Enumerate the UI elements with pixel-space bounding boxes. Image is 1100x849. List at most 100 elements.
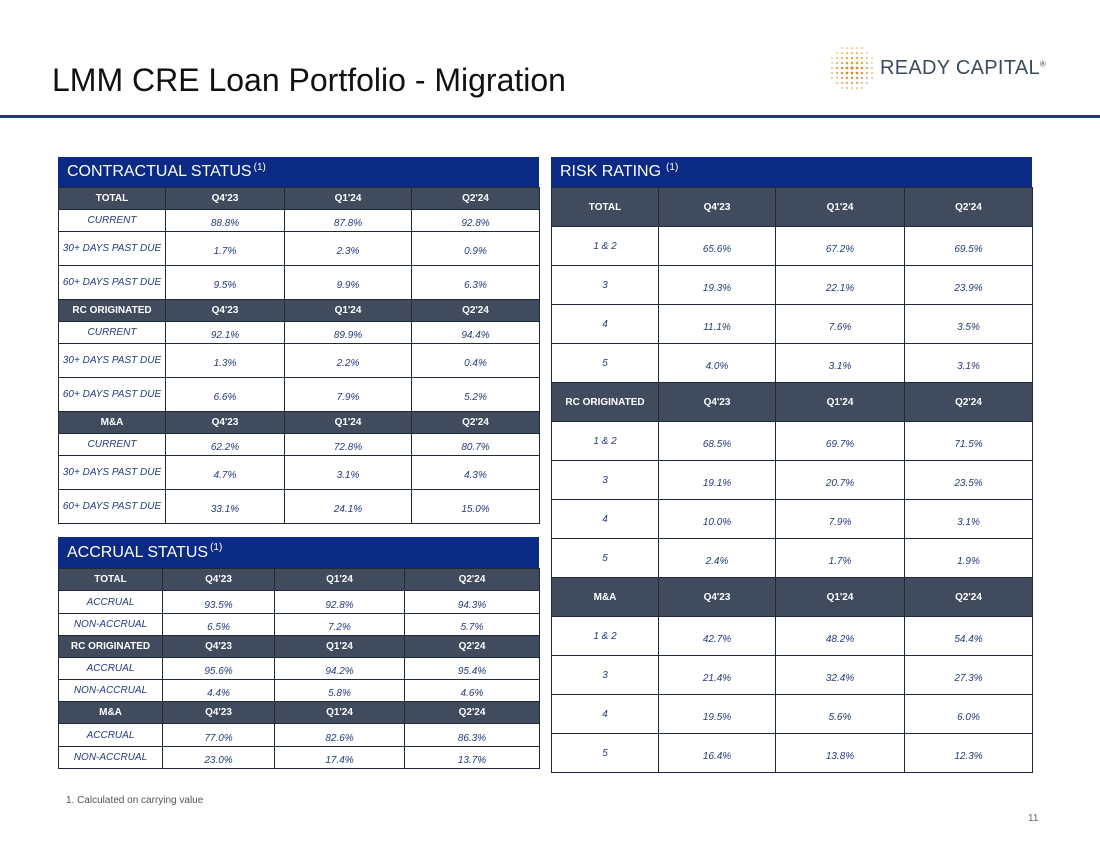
table-row: 60+ DAYS PAST DUE 6.6% 7.9% 5.2% [58,377,540,412]
value-cell: 6.5% [162,613,275,636]
value-cell: 3.1% [775,343,905,383]
value-cell: 94.4% [411,321,540,344]
value-cell: 9.5% [165,265,285,300]
value-cell: 94.2% [274,657,405,680]
row-label-cell: CURRENT [58,321,166,344]
value-cell: 94.3% [404,590,540,614]
period-header-cell: Q2'24 [404,568,540,591]
row-label-cell: 5 [551,538,659,578]
value-cell: 23.9% [904,265,1033,305]
group-header-cell: RC ORIGINATED [58,299,166,322]
risk-rating-footnote-ref: (1) [666,161,679,173]
row-label-cell: 4 [551,499,659,539]
row-label-cell: 3 [551,655,659,695]
table-row: NON-ACCRUAL 23.0% 17.4% 13.7% [58,746,540,769]
value-cell: 3.1% [904,499,1033,539]
value-cell: 92.1% [165,321,285,344]
table-header-row: TOTAL Q4'23 Q1'24 Q2'24 [551,187,1033,227]
value-cell: 2.3% [284,231,412,266]
period-header-cell: Q4'23 [162,568,275,591]
logo-text: READY CAPITAL [880,57,1040,79]
page-title: LMM CRE Loan Portfolio - Migration [52,62,566,98]
table-header-row: M&A Q4'23 Q1'24 Q2'24 [58,701,540,724]
group-header-cell: RC ORIGINATED [58,635,163,658]
value-cell: 82.6% [274,723,405,747]
value-cell: 92.8% [274,590,405,614]
title-divider [0,115,1100,118]
value-cell: 19.5% [658,694,776,734]
value-cell: 65.6% [658,226,776,266]
table-header-row: RC ORIGINATED Q4'23 Q1'24 Q2'24 [58,635,540,658]
value-cell: 27.3% [904,655,1033,695]
value-cell: 9.9% [284,265,412,300]
value-cell: 17.4% [274,746,405,769]
value-cell: 5.8% [274,679,405,702]
value-cell: 24.1% [284,489,412,524]
value-cell: 71.5% [904,421,1033,461]
value-cell: 69.7% [775,421,905,461]
value-cell: 4.0% [658,343,776,383]
row-label-cell: 5 [551,343,659,383]
value-cell: 88.8% [165,209,285,232]
table-row: 1 & 2 68.5% 69.7% 71.5% [551,421,1033,461]
contractual-status-table: TOTAL Q4'23 Q1'24 Q2'24 CURRENT 88.8% 87.8% 92.… [58,187,540,524]
footnote: 1. Calculated on carrying value [66,795,204,806]
table-row: 5 2.4% 1.7% 1.9% [551,538,1033,578]
value-cell: 86.3% [404,723,540,747]
table-row: 4 11.1% 7.6% 3.5% [551,304,1033,344]
table-row: 60+ DAYS PAST DUE 33.1% 24.1% 15.0% [58,489,540,524]
period-header-cell: Q2'24 [904,577,1033,617]
value-cell: 11.1% [658,304,776,344]
value-cell: 54.4% [904,616,1033,656]
value-cell: 10.0% [658,499,776,539]
value-cell: 4.3% [411,455,540,490]
value-cell: 0.4% [411,343,540,378]
table-row: CURRENT 92.1% 89.9% 94.4% [58,321,540,344]
period-header-cell: Q4'23 [165,187,285,210]
row-label-cell: 3 [551,460,659,500]
contractual-status-title: CONTRACTUAL STATUS [67,163,252,180]
table-header-row: M&A Q4'23 Q1'24 Q2'24 [551,577,1033,617]
table-row: 1 & 2 42.7% 48.2% 54.4% [551,616,1033,656]
value-cell: 19.3% [658,265,776,305]
risk-rating-title: RISK RATING [560,163,662,180]
value-cell: 4.6% [404,679,540,702]
risk-rating-table: TOTAL Q4'23 Q1'24 Q2'24 1 & 2 65.6% 67.2% 69.5%… [551,187,1033,773]
logo-dots-icon [831,47,873,89]
value-cell: 4.4% [162,679,275,702]
table-row: 5 4.0% 3.1% 3.1% [551,343,1033,383]
period-header-cell: Q1'24 [274,635,405,658]
period-header-cell: Q2'24 [411,411,540,434]
row-label-cell: 4 [551,304,659,344]
value-cell: 3.1% [904,343,1033,383]
value-cell: 7.9% [775,499,905,539]
value-cell: 22.1% [775,265,905,305]
value-cell: 6.3% [411,265,540,300]
value-cell: 15.0% [411,489,540,524]
logo-wordmark: READY CAPITAL® [880,57,1046,80]
group-header-cell: RC ORIGINATED [551,382,659,422]
value-cell: 3.5% [904,304,1033,344]
period-header-cell: Q1'24 [284,299,412,322]
value-cell: 20.7% [775,460,905,500]
period-header-cell: Q1'24 [775,382,905,422]
value-cell: 0.9% [411,231,540,266]
table-row: 30+ DAYS PAST DUE 1.7% 2.3% 0.9% [58,231,540,266]
value-cell: 32.4% [775,655,905,695]
row-label-cell: CURRENT [58,209,166,232]
table-row: 60+ DAYS PAST DUE 9.5% 9.9% 6.3% [58,265,540,300]
table-row: CURRENT 62.2% 72.8% 80.7% [58,433,540,456]
value-cell: 77.0% [162,723,275,747]
value-cell: 48.2% [775,616,905,656]
period-header-cell: Q4'23 [658,577,776,617]
group-header-cell: M&A [58,411,166,434]
period-header-cell: Q2'24 [904,382,1033,422]
period-header-cell: Q4'23 [162,635,275,658]
table-row: NON-ACCRUAL 4.4% 5.8% 4.6% [58,679,540,702]
row-label-cell: 30+ DAYS PAST DUE [58,455,166,490]
value-cell: 13.8% [775,733,905,773]
period-header-cell: Q4'23 [658,187,776,227]
accrual-status-table: TOTAL Q4'23 Q1'24 Q2'24 ACCRUAL 93.5% 92.8% 94.… [58,568,540,769]
value-cell: 1.7% [165,231,285,266]
row-label-cell: 1 & 2 [551,616,659,656]
